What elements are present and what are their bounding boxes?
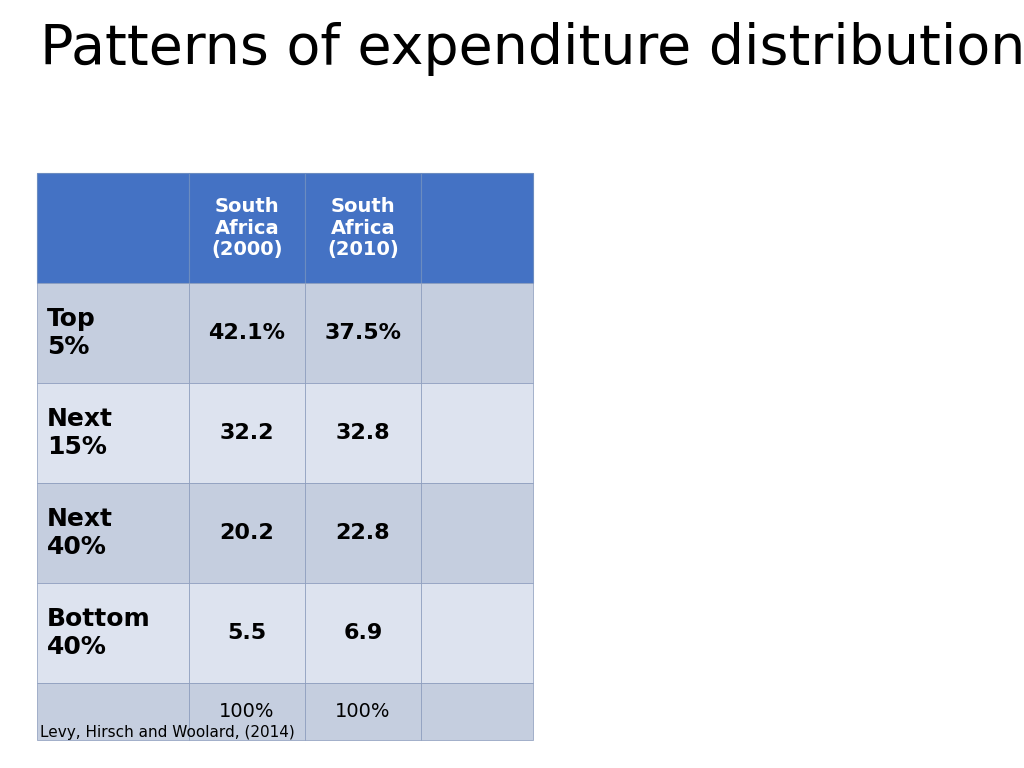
- Text: 22.8: 22.8: [336, 523, 390, 543]
- Text: 32.2: 32.2: [220, 423, 274, 443]
- Text: Top
5%: Top 5%: [47, 307, 96, 359]
- Bar: [37, 173, 189, 283]
- Bar: [189, 173, 305, 283]
- Text: Next
40%: Next 40%: [47, 507, 113, 559]
- Bar: [305, 173, 421, 283]
- Bar: [37, 583, 189, 683]
- Bar: [189, 583, 305, 683]
- Bar: [305, 683, 421, 740]
- Text: Bottom
40%: Bottom 40%: [47, 607, 151, 659]
- Bar: [37, 483, 189, 583]
- Text: 6.9: 6.9: [343, 623, 383, 643]
- Bar: [421, 173, 534, 283]
- Bar: [421, 483, 534, 583]
- Text: 100%: 100%: [219, 702, 274, 721]
- Bar: [421, 383, 534, 483]
- Text: 5.5: 5.5: [227, 623, 266, 643]
- Bar: [305, 283, 421, 383]
- Bar: [305, 583, 421, 683]
- Text: 42.1%: 42.1%: [209, 323, 286, 343]
- Bar: [189, 383, 305, 483]
- Bar: [189, 483, 305, 583]
- Text: 20.2: 20.2: [219, 523, 274, 543]
- Text: South
Africa
(2010): South Africa (2010): [327, 197, 399, 260]
- Text: 100%: 100%: [335, 702, 391, 721]
- Bar: [421, 583, 534, 683]
- Text: Levy, Hirsch and Woolard, (2014): Levy, Hirsch and Woolard, (2014): [40, 725, 295, 740]
- Bar: [189, 683, 305, 740]
- Bar: [421, 283, 534, 383]
- Bar: [37, 383, 189, 483]
- Bar: [305, 383, 421, 483]
- Text: 37.5%: 37.5%: [325, 323, 401, 343]
- Text: Next
15%: Next 15%: [47, 407, 113, 459]
- Bar: [421, 683, 534, 740]
- Bar: [189, 283, 305, 383]
- Text: Patterns of expenditure distribution: Patterns of expenditure distribution: [40, 22, 1024, 76]
- Bar: [37, 683, 189, 740]
- Bar: [37, 283, 189, 383]
- Text: 32.8: 32.8: [336, 423, 390, 443]
- Text: South
Africa
(2000): South Africa (2000): [211, 197, 283, 260]
- Bar: [305, 483, 421, 583]
